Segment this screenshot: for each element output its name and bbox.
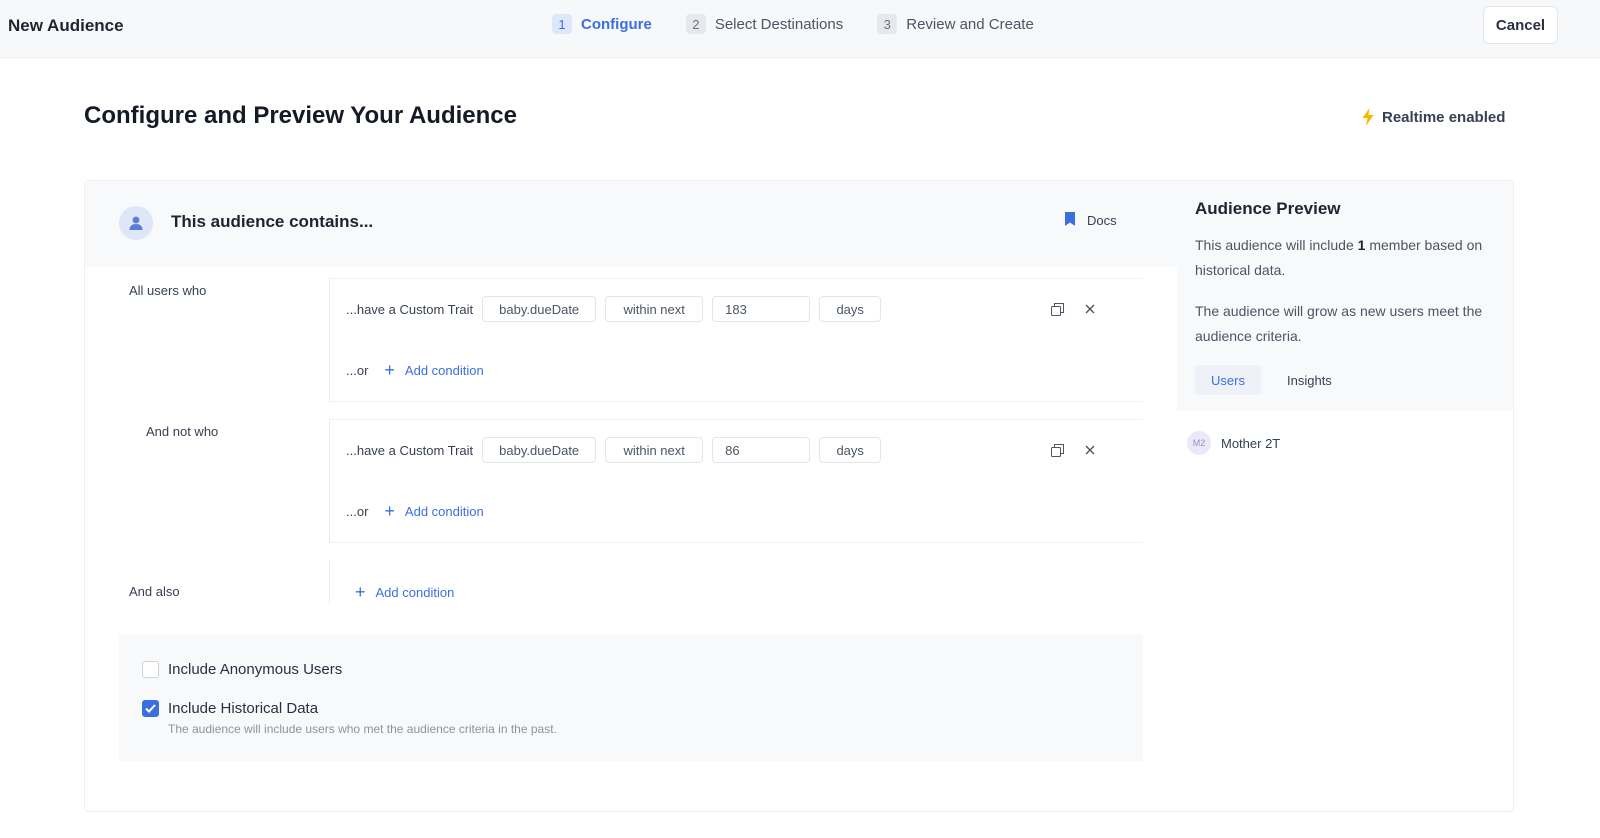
condition-prefix: ...have a Custom Trait — [346, 301, 474, 317]
group-label-all-users: All users who — [129, 283, 207, 298]
preview-summary-post: member based on historical data. — [1195, 237, 1483, 278]
add-condition-button[interactable]: + Add condition — [355, 582, 455, 602]
step-label: Configure — [581, 15, 652, 33]
condition-row: ...have a Custom Trait baby.dueDate with… — [346, 437, 890, 463]
audience-builder-card: This audience contains... Docs All users… — [84, 180, 1514, 812]
preview-summary-pre: This audience will include — [1195, 237, 1358, 253]
step-number: 3 — [877, 14, 898, 34]
list-item[interactable]: M2 Mother 2T — [1187, 431, 1280, 455]
stepper: 1 Configure 2 Select Destinations 3 Revi… — [552, 14, 1034, 34]
divider — [329, 561, 330, 603]
add-condition-button[interactable]: + Add condition — [384, 360, 484, 380]
audience-options: Include Anonymous Users Include Historic… — [119, 635, 1143, 761]
plus-icon: + — [384, 360, 395, 380]
include-anonymous-label: Include Anonymous Users — [168, 661, 343, 678]
include-anonymous-checkbox[interactable] — [142, 661, 159, 678]
step-label: Review and Create — [906, 15, 1034, 33]
step-select-destinations[interactable]: 2 Select Destinations — [685, 14, 844, 34]
preview-growth-note: The audience will grow as new users meet… — [1195, 303, 1483, 344]
add-condition-button[interactable]: + Add condition — [384, 501, 484, 521]
step-review-and-create[interactable]: 3 Review and Create — [877, 14, 1034, 34]
value-input[interactable]: 183 — [712, 296, 811, 322]
group-label-and-also: And also — [129, 584, 180, 599]
realtime-status: Realtime enabled — [1362, 108, 1505, 126]
avatar: M2 — [1187, 431, 1211, 455]
add-condition-label: Add condition — [375, 585, 455, 600]
docs-label: Docs — [1087, 213, 1117, 228]
copy-icon[interactable] — [1048, 441, 1066, 459]
bolt-icon — [1362, 108, 1374, 126]
unit-select[interactable]: days — [819, 437, 882, 463]
tab-insights[interactable]: Insights — [1287, 372, 1332, 388]
step-number: 1 — [552, 14, 572, 34]
plus-icon: + — [355, 582, 366, 602]
or-row: ...or + Add condition — [346, 501, 484, 521]
plus-icon: + — [384, 501, 395, 521]
or-label: ...or — [346, 363, 369, 378]
builder-title: This audience contains... — [171, 212, 374, 231]
member-name: Mother 2T — [1221, 435, 1281, 451]
step-configure[interactable]: 1 Configure — [552, 14, 652, 34]
value-input[interactable]: 86 — [712, 437, 811, 463]
realtime-label: Realtime enabled — [1382, 108, 1506, 126]
user-icon — [119, 206, 153, 240]
page-title: Configure and Preview Your Audience — [84, 102, 517, 129]
include-historical-label: Include Historical Data — [168, 700, 319, 717]
condition-group-include: ...have a Custom Trait baby.dueDate with… — [329, 278, 1143, 402]
preview-member-summary: This audience will include 1 member base… — [1195, 233, 1495, 283]
close-icon[interactable] — [1081, 441, 1099, 459]
condition-prefix: ...have a Custom Trait — [346, 442, 474, 458]
copy-icon[interactable] — [1048, 300, 1066, 318]
audience-preview-panel: Audience Preview This audience will incl… — [1177, 181, 1513, 411]
add-condition-label: Add condition — [404, 363, 484, 378]
condition-group-exclude: ...have a Custom Trait baby.dueDate with… — [329, 419, 1143, 543]
check-icon — [145, 704, 156, 713]
docs-link[interactable]: Docs — [1065, 212, 1117, 229]
close-icon[interactable] — [1081, 300, 1099, 318]
tab-users[interactable]: Users — [1195, 365, 1261, 395]
operator-select[interactable]: within next — [605, 437, 704, 463]
condition-row: ...have a Custom Trait baby.dueDate with… — [346, 296, 890, 322]
include-historical-help: The audience will include users who met … — [168, 722, 557, 736]
preview-title: Audience Preview — [1195, 199, 1341, 218]
step-number: 2 — [685, 14, 706, 34]
preview-member-count: 1 — [1357, 237, 1366, 253]
cancel-button[interactable]: Cancel — [1483, 6, 1558, 44]
trait-select[interactable]: baby.dueDate — [482, 437, 597, 463]
trait-select[interactable]: baby.dueDate — [482, 296, 597, 322]
builder-header: This audience contains... Docs — [85, 181, 1177, 267]
add-condition-label: Add condition — [404, 504, 484, 519]
include-historical-checkbox[interactable] — [142, 700, 159, 717]
or-label: ...or — [346, 504, 369, 519]
unit-select[interactable]: days — [819, 296, 882, 322]
top-bar: New Audience 1 Configure 2 Select Destin… — [0, 0, 1600, 58]
operator-select[interactable]: within next — [605, 296, 704, 322]
app-title: New Audience — [8, 16, 124, 35]
bookmark-icon — [1065, 212, 1075, 229]
or-row: ...or + Add condition — [346, 360, 484, 380]
group-label-and-not-who: And not who — [146, 424, 219, 439]
step-label: Select Destinations — [714, 15, 844, 33]
